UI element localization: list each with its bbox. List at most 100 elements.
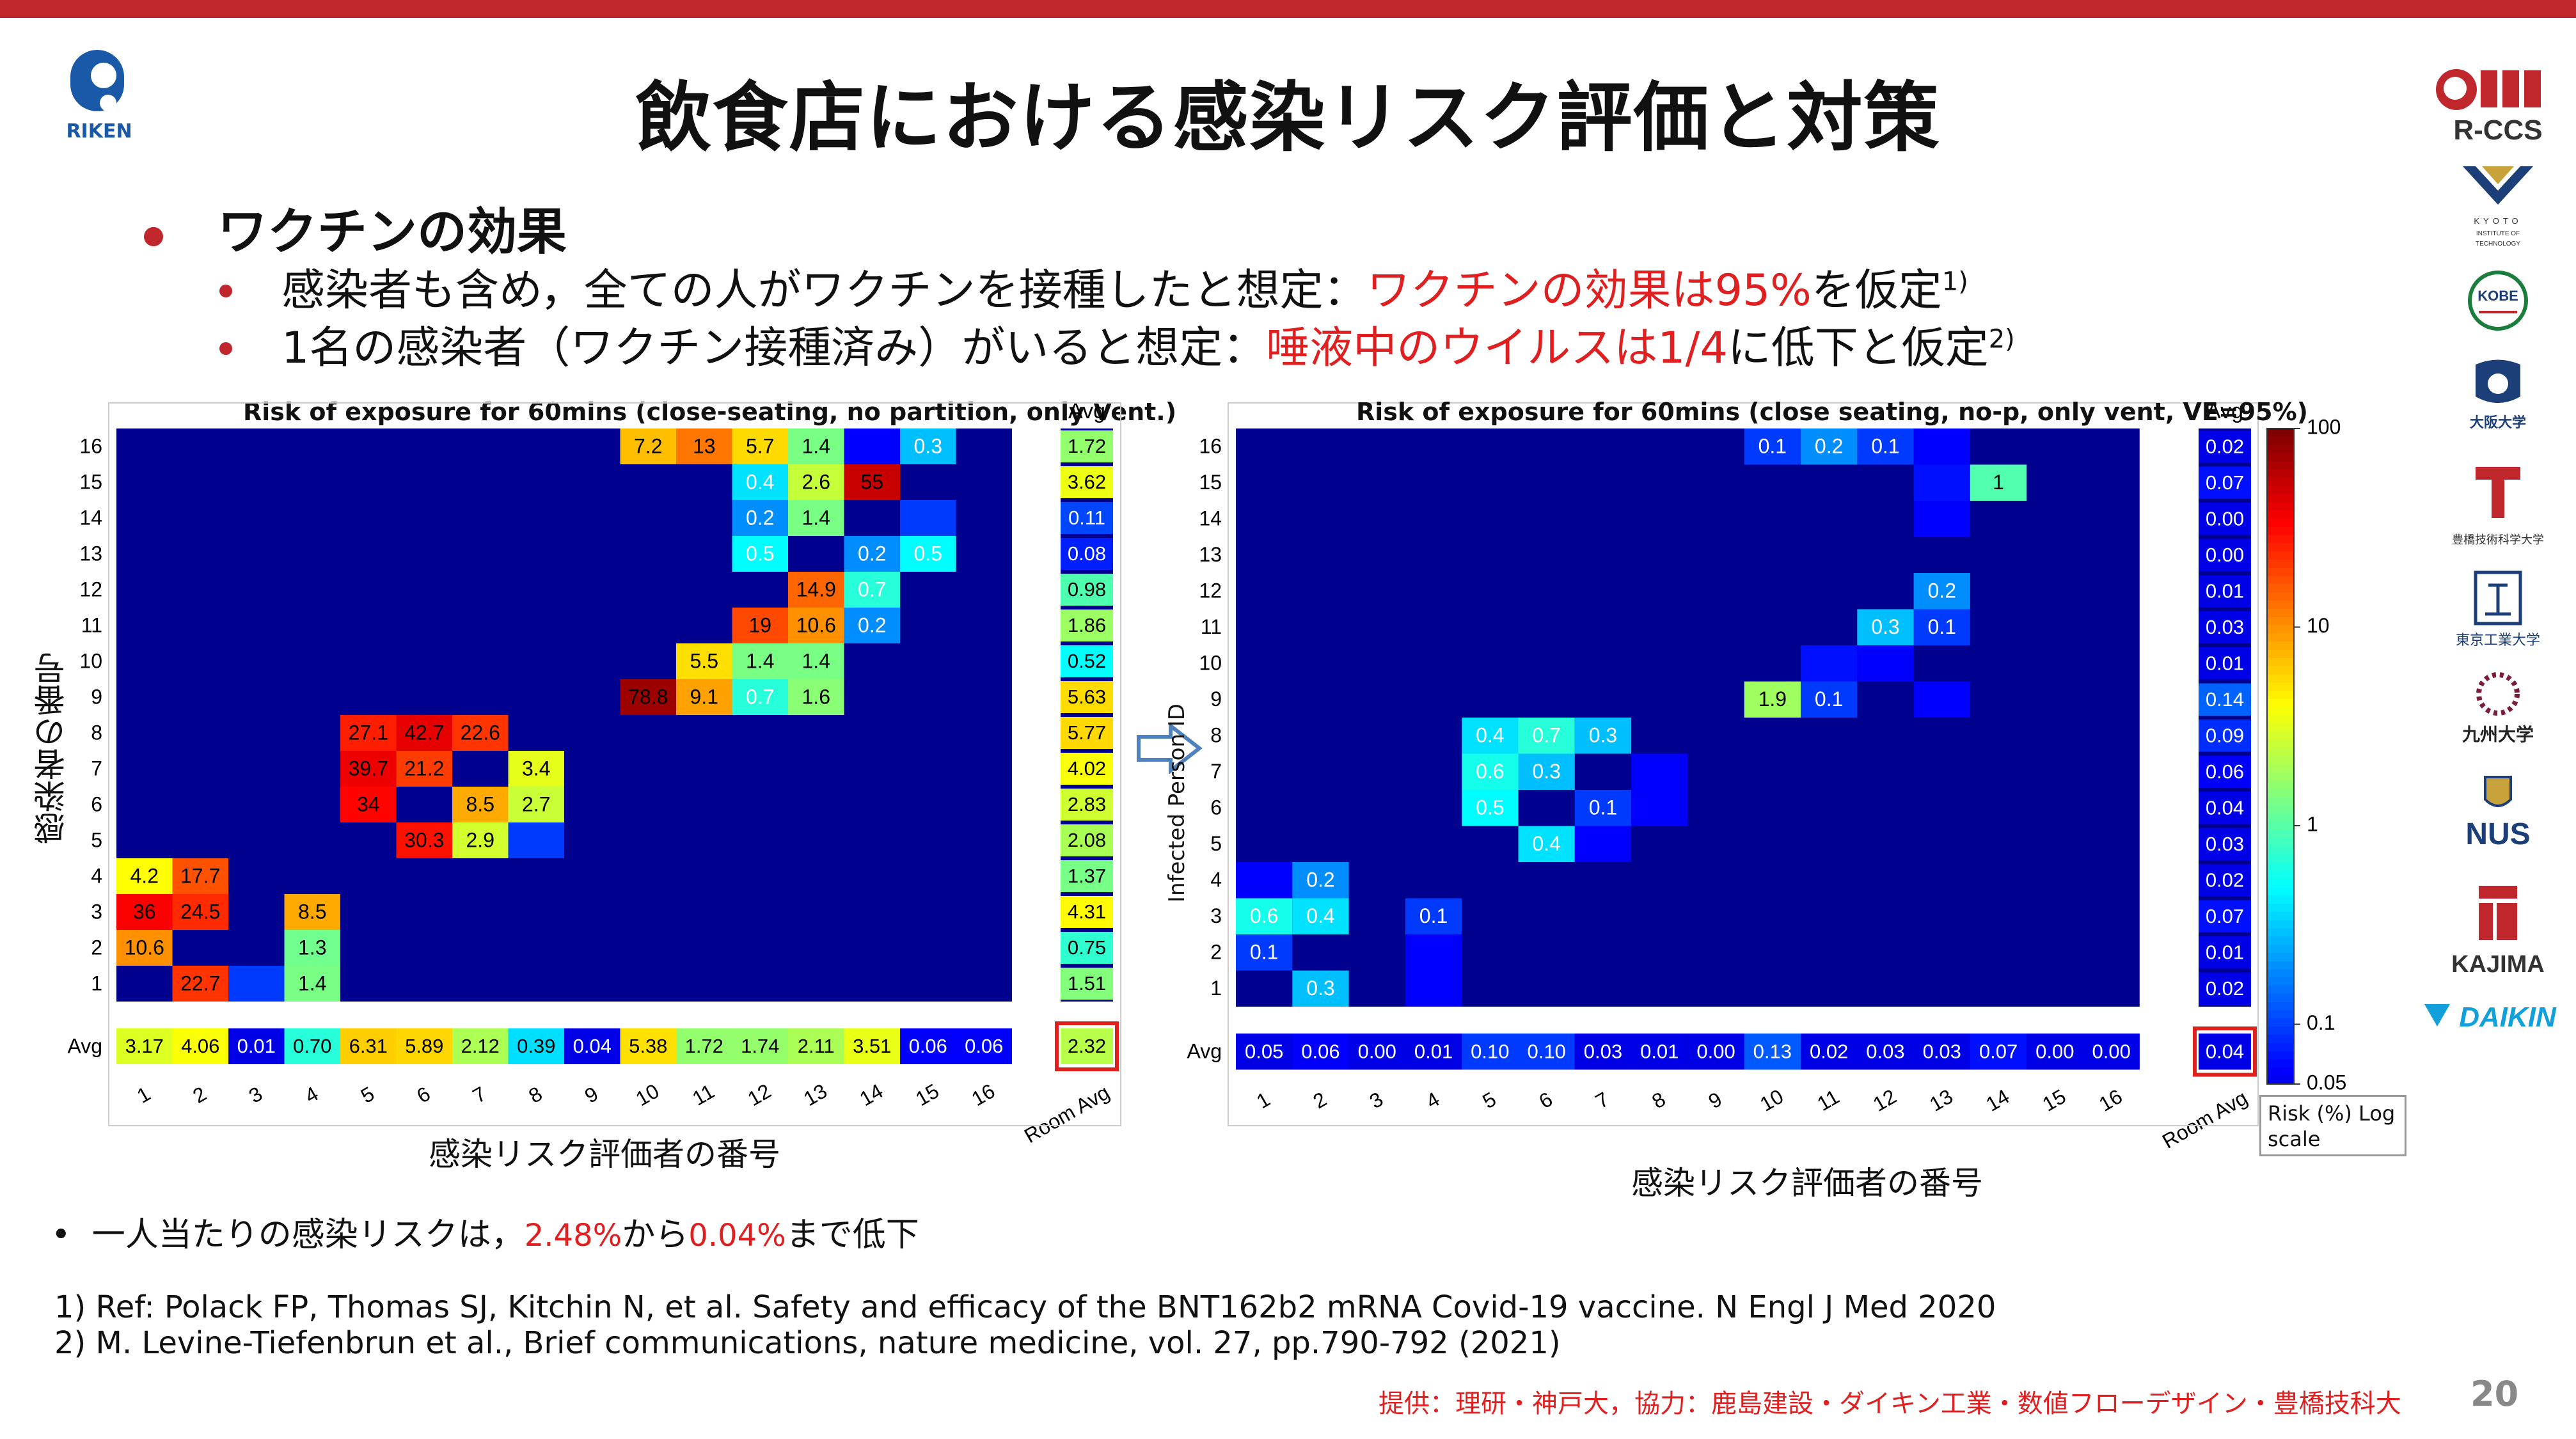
avg-cell (284, 1028, 340, 1064)
colorbar-segment (2267, 863, 2294, 872)
colorbar-segment (2267, 732, 2294, 741)
x-tick-label: 2 (1309, 1087, 1330, 1113)
y-tick-label: 2 (1210, 941, 1222, 964)
daikin-logo: DAIKIN (2424, 991, 2572, 1045)
heatmap-cell (396, 715, 452, 751)
cell-value-label: 0.3 (1589, 724, 1617, 747)
colorbar-segment (2267, 698, 2294, 708)
avg-value-label: 0.13 (1753, 1040, 1792, 1062)
heatmap-cell (1518, 826, 1575, 862)
x-tick-label: 2 (189, 1082, 210, 1108)
cell-value-label: 19 (748, 613, 771, 636)
row-avg-cell (1061, 968, 1113, 1000)
avg-value-label: 0.03 (1584, 1040, 1622, 1062)
colorbar-segment (2267, 641, 2294, 650)
row-avg-value: 4.31 (1068, 900, 1106, 923)
row-avg-cell (2199, 466, 2251, 499)
heatmap-cell (1801, 681, 1858, 718)
heatmap-cell (1236, 862, 1293, 899)
heatmap-cell (508, 751, 564, 787)
cell-value-label: 0.6 (1250, 904, 1278, 927)
top-accent-bar (0, 0, 2576, 18)
avg-value-label: 0.01 (1640, 1040, 1679, 1062)
row-avg-value: 0.07 (2206, 905, 2244, 927)
avg-cell (1970, 1034, 2027, 1070)
row-avg-cell (1061, 753, 1113, 785)
colorbar-segment (2267, 969, 2294, 979)
row-avg-value: 0.52 (1068, 650, 1106, 672)
heatmap-cell (1292, 970, 1349, 1007)
heatmap-cell (1913, 681, 1970, 718)
summary-after: 0.04% (688, 1218, 786, 1254)
row-avg-value: 1.72 (1068, 435, 1106, 457)
colorbar-segment (2267, 576, 2294, 585)
heatmap-cell (732, 608, 788, 643)
heatmap-cell (1462, 753, 1519, 790)
heatmap-cell (788, 643, 844, 679)
heatmap-cell (1970, 464, 2027, 501)
x-tick-label: 10 (632, 1079, 663, 1110)
y-tick-label: 6 (91, 792, 102, 815)
heatmap-cell (172, 894, 228, 930)
cell-value-label: 0.4 (1306, 904, 1334, 927)
avg-cell (2027, 1034, 2083, 1070)
cell-value-label: 0.4 (1532, 832, 1560, 855)
avg-value-label: 6.31 (349, 1035, 388, 1057)
avg-cell (116, 1028, 173, 1064)
row-avg-value: 1.37 (1068, 865, 1106, 887)
avg-value-label: 0.06 (1301, 1040, 1339, 1062)
x-tick-label: 3 (1366, 1087, 1387, 1113)
colorbar-segment (2267, 879, 2294, 888)
osaka-logo: 大阪大学 (2424, 358, 2572, 444)
y-tick-label: 3 (1210, 904, 1222, 927)
avg-value-label: 0.05 (1245, 1040, 1283, 1062)
heatmap-cell (116, 930, 173, 966)
x-tick-label: 14 (856, 1079, 887, 1110)
heatmap-cell (1236, 898, 1293, 934)
avg-value-label: 5.38 (629, 1035, 667, 1057)
y-tick-label: 16 (1199, 435, 1222, 458)
svg-text:KAJIMA: KAJIMA (2451, 951, 2545, 978)
colorbar-segment (2267, 748, 2294, 757)
colorbar-segment (2267, 1035, 2294, 1044)
row-avg-value: 0.03 (2206, 833, 2244, 855)
heatmap-cell (340, 751, 397, 787)
avg-cell (956, 1028, 1012, 1064)
y-tick-label: 12 (79, 578, 102, 601)
colorbar-segment (2267, 707, 2294, 716)
colorbar-segment (2267, 814, 2294, 822)
y-tick-label: 8 (1210, 724, 1222, 747)
cell-value-label: 0.1 (1758, 435, 1787, 458)
colorbar-segment (2267, 518, 2294, 528)
heatmap-cell (900, 500, 956, 536)
avg-cell (1405, 1034, 1462, 1070)
avg-value-label: 1.74 (741, 1035, 779, 1057)
row-avg-value: 0.04 (2206, 796, 2244, 819)
avg-value-label: 0.10 (1471, 1040, 1509, 1062)
cell-value-label: 0.7 (858, 578, 886, 601)
avg-value-label: 3.51 (853, 1035, 891, 1057)
heatmap-cell (340, 787, 397, 822)
row-avg-cell (2199, 539, 2251, 571)
bullet-2-tail: に低下と仮定 (1727, 323, 1989, 374)
avg-value-label: 0.03 (1866, 1040, 1904, 1062)
y-tick-label: 11 (1201, 615, 1222, 638)
heatmap-cell (1292, 862, 1349, 899)
colorbar-segment (2267, 608, 2294, 618)
cell-value-label: 39.7 (349, 757, 388, 780)
avg-value-label: 0.00 (2035, 1040, 2074, 1062)
heatmap-cell (396, 822, 452, 858)
heatmap-cell (452, 787, 509, 822)
avg-cell (1348, 1034, 1405, 1070)
row-avg-value: 2.08 (1068, 829, 1106, 851)
colorbar-segment (2267, 1018, 2294, 1028)
row-avg-cell (2199, 936, 2251, 969)
heatmap-cell (1574, 718, 1632, 754)
colorbar-segment (2267, 436, 2294, 446)
cell-value-label: 10.6 (796, 613, 836, 636)
colorbar-segment (2267, 723, 2294, 733)
avg-cell (676, 1028, 732, 1064)
avg-cell (396, 1028, 452, 1064)
colorbar-segment (2267, 1042, 2294, 1052)
colorbar-segment (2267, 526, 2294, 536)
